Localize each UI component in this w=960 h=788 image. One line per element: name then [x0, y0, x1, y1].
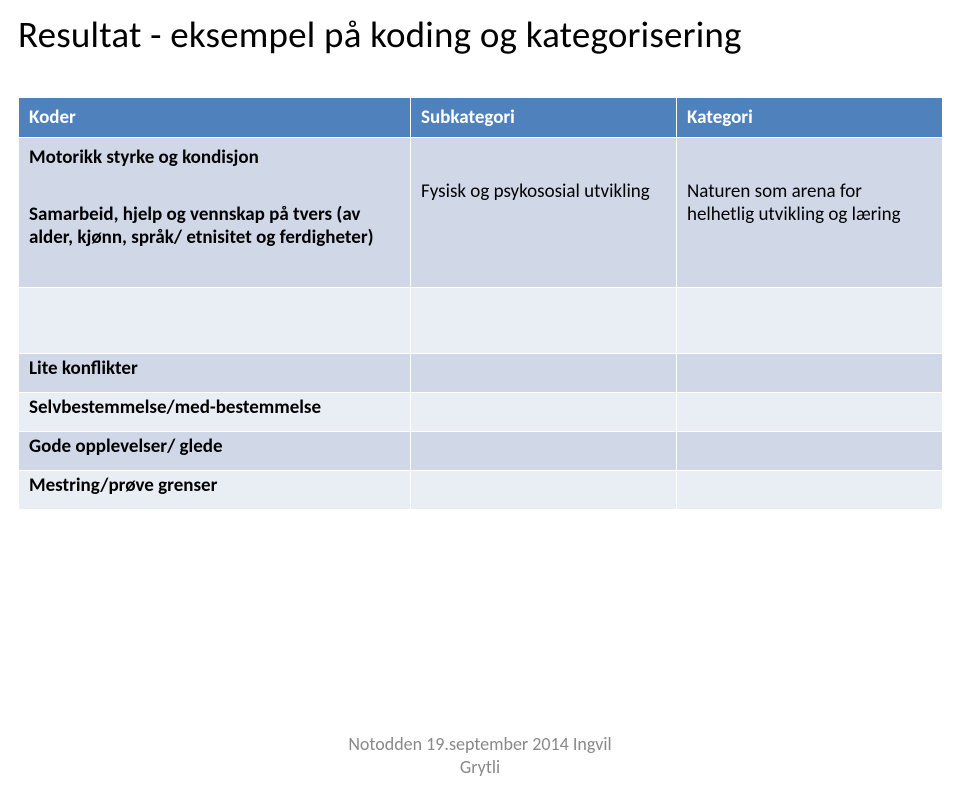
- table-row: Gode opplevelser/ glede: [19, 432, 943, 471]
- cell-kategori: [677, 432, 943, 471]
- cell-kategori: [677, 471, 943, 510]
- footer-line-1: Notodden 19.september 2014 Ingvil: [348, 733, 611, 755]
- col-header-kategori: Kategori: [677, 98, 943, 138]
- cell-koder: Lite konflikter: [19, 354, 411, 393]
- cell-kategori: [677, 354, 943, 393]
- cell-text: Samarbeid, hjelp og vennskap på tvers (a…: [29, 203, 400, 249]
- cell-koder: Mestring/prøve grenser: [19, 471, 411, 510]
- cell-text: Lite konflikter: [29, 357, 138, 380]
- table-row: Mestring/prøve grenser: [19, 471, 943, 510]
- cell-koder: [19, 288, 411, 354]
- cell-kategori: [677, 393, 943, 432]
- cell-text: Mestring/prøve grenser: [29, 474, 217, 497]
- cell-koder: Gode opplevelser/ glede: [19, 432, 411, 471]
- table-row: Lite konflikter: [19, 354, 943, 393]
- cell-subkategori: [411, 393, 677, 432]
- cell-text: Naturen som arena for helhetlig utviklin…: [687, 180, 932, 226]
- cell-kategori: Naturen som arena for helhetlig utviklin…: [677, 138, 943, 288]
- cell-text: Fysisk og psykososial utvikling: [421, 180, 666, 203]
- table-row: Selvbestemmelse/med-bestemmelse: [19, 393, 943, 432]
- col-header-subkategori: Subkategori: [411, 98, 677, 138]
- table-header-row: Koder Subkategori Kategori: [19, 98, 943, 138]
- page-title: Resultat - eksempel på koding og kategor…: [0, 0, 960, 57]
- cell-subkategori: [411, 471, 677, 510]
- table-row: [19, 288, 943, 354]
- footer-line-2: Grytli: [460, 756, 500, 778]
- table-row: Motorikk styrke og kondisjon Samarbeid, …: [19, 138, 943, 288]
- data-table: Koder Subkategori Kategori Motorikk styr…: [18, 97, 943, 510]
- footer: Notodden 19.september 2014 Ingvil Grytli: [0, 733, 960, 778]
- cell-subkategori: Fysisk og psykososial utvikling: [411, 138, 677, 288]
- cell-kategori: [677, 288, 943, 354]
- cell-text: Gode opplevelser/ glede: [29, 435, 223, 458]
- cell-subkategori: [411, 288, 677, 354]
- col-header-koder: Koder: [19, 98, 411, 138]
- cell-subkategori: [411, 432, 677, 471]
- cell-subkategori: [411, 354, 677, 393]
- cell-koder: Selvbestemmelse/med-bestemmelse: [19, 393, 411, 432]
- cell-koder: Motorikk styrke og kondisjon Samarbeid, …: [19, 138, 411, 288]
- cell-text: Motorikk styrke og kondisjon: [29, 146, 400, 169]
- cell-text: Selvbestemmelse/med-bestemmelse: [29, 396, 321, 419]
